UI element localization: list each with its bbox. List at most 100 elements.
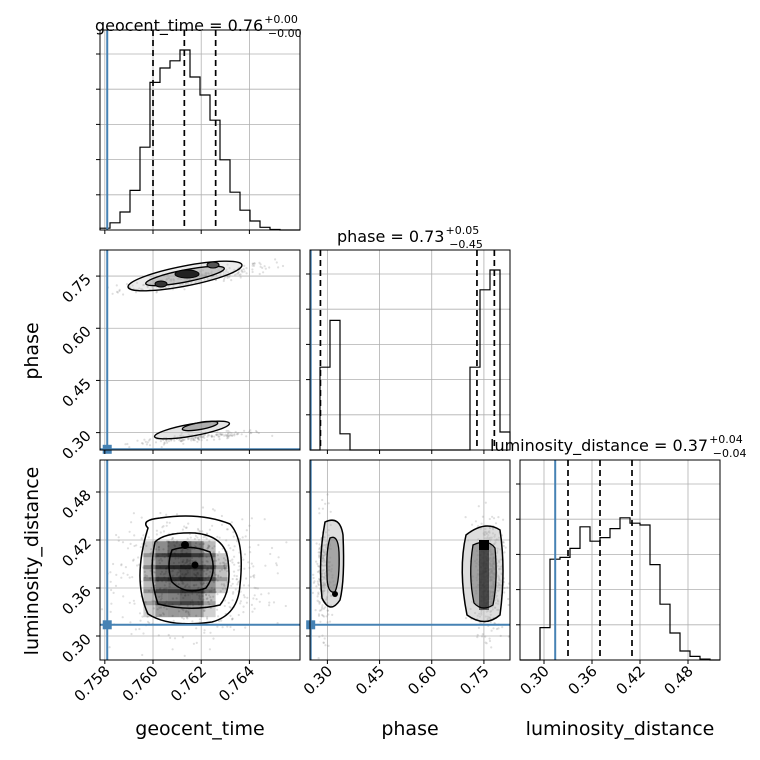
scatter-point bbox=[238, 537, 241, 541]
scatter-point bbox=[152, 607, 155, 610]
scatter-point bbox=[484, 615, 487, 618]
scatter-point bbox=[149, 275, 153, 278]
scatter-point bbox=[323, 552, 326, 555]
scatter-point bbox=[252, 565, 255, 568]
scatter-point bbox=[267, 592, 270, 595]
scatter-point bbox=[201, 530, 204, 533]
scatter-point bbox=[155, 291, 158, 294]
ylabel-phase: phase bbox=[21, 322, 43, 379]
scatter-point bbox=[206, 435, 209, 438]
scatter-point bbox=[230, 584, 233, 587]
scatter-point bbox=[495, 538, 498, 542]
scatter-point bbox=[149, 282, 152, 285]
scatter-point bbox=[478, 615, 481, 618]
scatter-point bbox=[182, 559, 185, 562]
scatter-point bbox=[184, 591, 187, 594]
scatter-point bbox=[199, 598, 202, 601]
scatter-point bbox=[207, 272, 210, 275]
scatter-point bbox=[322, 590, 325, 593]
scatter-point bbox=[176, 571, 179, 574]
scatter-point bbox=[192, 604, 195, 607]
scatter-point bbox=[196, 536, 199, 539]
scatter-point bbox=[142, 283, 146, 286]
scatter-point bbox=[159, 440, 162, 443]
density-cell bbox=[191, 565, 216, 582]
scatter-point bbox=[155, 533, 158, 536]
y-tick-label: 0.42 bbox=[58, 534, 94, 570]
truth-marker bbox=[102, 620, 112, 630]
scatter-point bbox=[120, 563, 123, 566]
title-phase: phase = 0.73+0.05 −0.45 bbox=[337, 224, 483, 251]
scatter-point bbox=[493, 622, 496, 625]
scatter-point bbox=[124, 566, 127, 569]
density-cell bbox=[167, 589, 192, 606]
scatter-point bbox=[163, 606, 166, 609]
scatter-point bbox=[201, 273, 204, 276]
panel-frame bbox=[309, 249, 511, 451]
scatter-point bbox=[483, 531, 486, 534]
contour-middle bbox=[151, 532, 230, 609]
scatter-point bbox=[197, 437, 200, 440]
scatter-point bbox=[212, 595, 215, 598]
scatter-point bbox=[138, 612, 142, 615]
scatter-point bbox=[187, 610, 190, 613]
scatter-point bbox=[227, 436, 230, 439]
scatter-point bbox=[272, 601, 276, 604]
scatter-point bbox=[109, 610, 112, 614]
scatter-point bbox=[233, 563, 236, 566]
scatter-point bbox=[495, 627, 499, 631]
scatter-point bbox=[203, 278, 206, 282]
scatter-point bbox=[248, 430, 251, 433]
y-tick-label: 0.60 bbox=[58, 322, 94, 358]
density-cell bbox=[179, 565, 204, 582]
scatter-point bbox=[488, 526, 492, 529]
density-cell bbox=[167, 601, 192, 618]
scatter-point bbox=[317, 614, 321, 617]
scatter-point bbox=[316, 570, 319, 574]
scatter-point bbox=[329, 523, 332, 527]
scatter-point bbox=[179, 602, 183, 605]
scatter-point bbox=[251, 268, 254, 271]
scatter-point bbox=[323, 559, 326, 562]
scatter-point bbox=[258, 261, 261, 264]
hist-panel-phase bbox=[306, 249, 511, 454]
scatter-point bbox=[122, 595, 125, 598]
panels-group: 0.30 0.36 0.42 0.480.300.450.600.750.758 0.7… bbox=[58, 29, 721, 705]
scatter-point bbox=[253, 574, 256, 577]
scatter-point bbox=[492, 543, 495, 546]
scatter-point bbox=[246, 596, 249, 599]
scatter-point bbox=[203, 609, 206, 613]
scatter-point bbox=[222, 271, 225, 274]
scatter-point bbox=[323, 571, 326, 575]
scatter-point bbox=[239, 273, 242, 276]
scatter-point bbox=[175, 513, 179, 516]
scatter-point bbox=[183, 525, 186, 528]
scatter-point bbox=[168, 521, 171, 524]
scatter-point bbox=[207, 545, 210, 548]
scatter-point bbox=[493, 533, 497, 536]
scatter-point bbox=[170, 439, 173, 442]
scatter-point bbox=[110, 588, 113, 592]
scatter-point bbox=[214, 578, 218, 581]
density-cell bbox=[155, 541, 180, 558]
scatter-point bbox=[257, 543, 260, 547]
density-cell bbox=[191, 589, 216, 606]
scatter-point bbox=[208, 648, 211, 651]
scatter-point bbox=[109, 571, 112, 574]
scatter-point bbox=[153, 280, 156, 283]
scatter-point bbox=[233, 268, 236, 271]
scatter-point bbox=[191, 601, 194, 604]
scatter-point bbox=[189, 437, 193, 440]
scatter-point bbox=[206, 568, 209, 571]
scatter-point bbox=[158, 562, 161, 565]
scatter-point bbox=[322, 641, 325, 644]
scatter-point bbox=[177, 557, 180, 560]
scatter-point bbox=[321, 575, 324, 578]
scatter-point bbox=[171, 603, 174, 606]
scatter-point bbox=[165, 580, 168, 583]
scatter-point bbox=[164, 286, 167, 289]
scatter-point bbox=[327, 613, 330, 616]
scatter-point bbox=[484, 635, 487, 638]
scatter-point bbox=[226, 437, 229, 440]
scatter-point bbox=[138, 563, 141, 566]
